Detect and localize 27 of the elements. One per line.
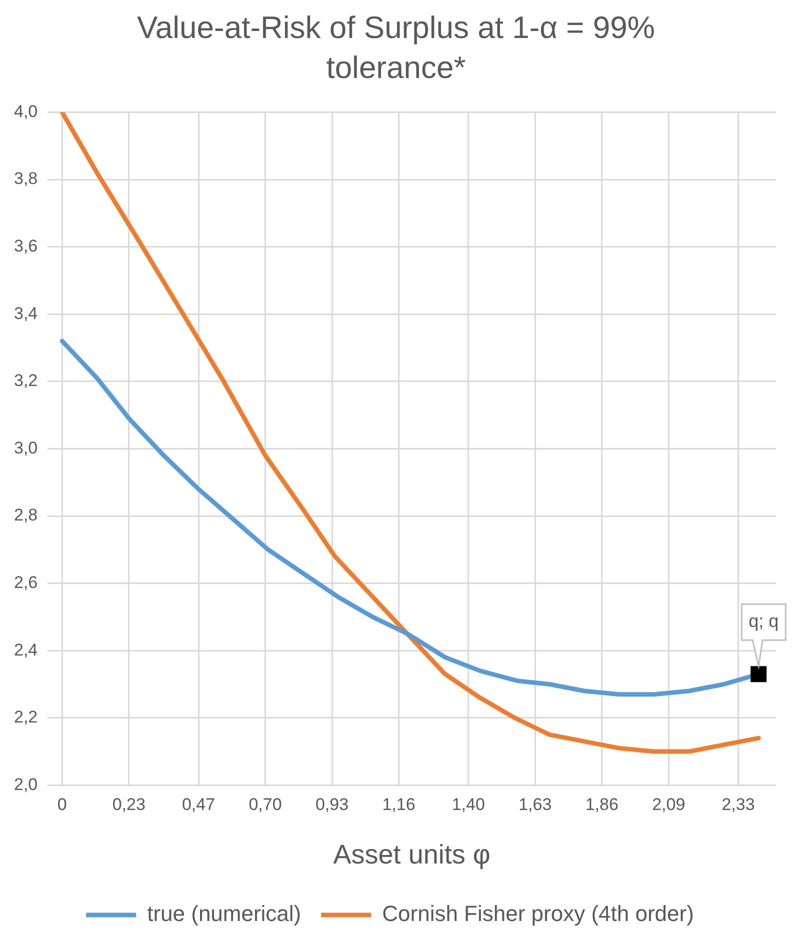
y-tick-label: 3,2 (14, 371, 38, 390)
y-tick-label: 2,2 (14, 708, 38, 727)
y-tick-label: 2,0 (14, 774, 38, 794)
x-tick-label: 0,70 (248, 795, 282, 814)
x-tick-label: 2,33 (722, 795, 755, 814)
x-tick-label: 0,23 (112, 795, 146, 814)
x-tick-label: 1,86 (585, 795, 618, 814)
y-tick-label: 3,4 (14, 304, 38, 323)
x-tick-label: 0,47 (182, 795, 216, 814)
y-tick-label: 3,0 (14, 438, 38, 458)
x-tick-label: 0 (57, 795, 67, 814)
y-tick-label: 4,0 (14, 102, 38, 121)
chart-title: Value-at-Risk of Surplus at 1-α = 99% tolerance* (136, 9, 656, 87)
x-tick-label: 2,09 (652, 795, 686, 814)
y-tick-label: 3,8 (14, 169, 38, 188)
y-tick-label: 3,6 (14, 236, 38, 256)
x-tick-label: 1,63 (518, 795, 552, 814)
x-tick-label: 1,40 (452, 795, 485, 814)
x-tick-label: 1,16 (382, 795, 416, 814)
y-tick-label: 2,4 (14, 640, 38, 660)
y-tick-label: 2,6 (14, 572, 38, 592)
x-tick-label: 0,93 (315, 795, 349, 814)
annotation: q; q (748, 611, 779, 632)
x-axis-title: Asset units φ (333, 839, 490, 870)
legend-label: true (numerical) (147, 901, 302, 926)
y-tick-label: 2,8 (14, 506, 38, 525)
legend-label: Cornish Fisher proxy (4th order) (382, 901, 694, 926)
